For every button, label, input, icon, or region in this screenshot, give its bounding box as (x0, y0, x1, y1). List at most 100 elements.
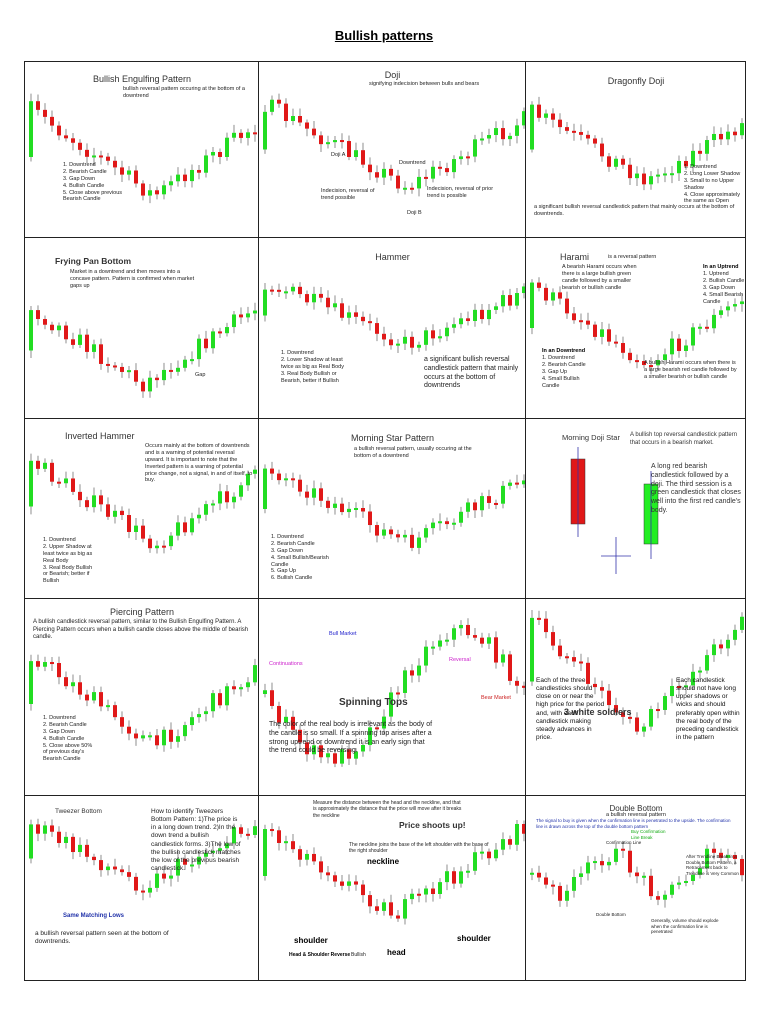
candle (389, 692, 393, 717)
pattern-note: The neckline joins the base of the left … (349, 842, 489, 855)
candle (431, 646, 435, 649)
candle (211, 152, 215, 156)
candle (452, 628, 456, 640)
candle (190, 717, 194, 726)
pattern-chart (263, 819, 525, 925)
list-item: 5. Close above 50% of previous day's Bea… (43, 742, 93, 763)
list-item: 6. Bullish Candle (271, 575, 313, 582)
candle (501, 295, 505, 307)
candle (522, 480, 525, 485)
candle (253, 310, 257, 314)
candle (183, 858, 187, 865)
candle (270, 468, 274, 474)
candle (473, 139, 477, 157)
candle (522, 823, 525, 834)
pattern-cell: Piercing Pattern A bullish candlestick re… (24, 598, 259, 796)
candle (85, 500, 89, 508)
candle (106, 866, 110, 871)
candle (319, 861, 323, 873)
pattern-cell: Morning Doji Star A bullish top reversal … (525, 418, 746, 599)
candle (712, 133, 716, 141)
candle (270, 99, 274, 112)
candle (691, 150, 695, 167)
candle (544, 113, 548, 118)
candle (347, 508, 351, 513)
candle (43, 319, 47, 325)
candle (340, 503, 344, 513)
candle (71, 682, 75, 687)
candle (99, 344, 103, 364)
candle (148, 377, 152, 392)
pattern-note: bullish reversal pattern occuring at the… (123, 86, 245, 99)
candle (225, 686, 229, 706)
pattern-chart (570, 447, 659, 574)
candle (607, 690, 611, 706)
candle (85, 694, 89, 701)
list-item: 2. Bearish Candle (63, 168, 107, 175)
candle (459, 511, 463, 523)
candle (530, 104, 534, 150)
list-item: 3. Gap Down (43, 728, 76, 735)
list-item: 3. Small to no Upper Shadow (684, 177, 735, 191)
candle (515, 482, 519, 485)
candle (312, 488, 316, 498)
candle (232, 827, 236, 844)
candle (270, 690, 274, 706)
candle (593, 683, 597, 688)
candle (635, 173, 639, 179)
pattern-title: Doji (384, 70, 401, 80)
candle (551, 292, 555, 301)
pattern-title: 3 white soldiers (564, 707, 632, 717)
candle (134, 370, 138, 382)
candle (382, 716, 386, 729)
candle (270, 829, 274, 832)
candle (593, 861, 597, 864)
candle (410, 893, 414, 900)
candle (106, 705, 110, 708)
candle (197, 514, 201, 519)
candle (197, 714, 201, 718)
candle (494, 306, 498, 310)
candle (656, 174, 660, 177)
pattern-note: Confirmation Line (606, 840, 642, 845)
candle (169, 535, 173, 547)
candle (183, 359, 187, 368)
candle (452, 871, 456, 884)
candle (368, 321, 372, 324)
candle (677, 882, 681, 885)
candle (494, 502, 498, 505)
candle (239, 827, 243, 834)
candle (508, 654, 512, 681)
candle (403, 534, 407, 538)
candle (600, 687, 604, 691)
candle (537, 104, 541, 118)
candle (43, 662, 47, 667)
candle (403, 187, 407, 190)
candle (141, 381, 145, 392)
candle (656, 360, 660, 366)
candle (389, 529, 393, 535)
candle (155, 873, 159, 888)
candle (466, 870, 470, 873)
candle (586, 134, 590, 139)
candle (361, 316, 365, 322)
candle (113, 365, 117, 368)
candle (127, 726, 131, 734)
candle (586, 862, 590, 874)
pattern-list: 1. Downtrend 2. Bearish Candle 3. Gap Down… (63, 162, 135, 203)
candle (544, 618, 548, 633)
candle (635, 717, 639, 732)
candle (162, 545, 166, 548)
candle (487, 851, 491, 859)
candle (291, 716, 295, 730)
list-item: 1. Downtrend (43, 537, 76, 543)
pattern-chart (530, 840, 744, 908)
candle (740, 616, 744, 630)
pattern-title: Hammer (375, 252, 410, 262)
candle (211, 503, 215, 506)
candle (417, 537, 421, 548)
list-item: 4. Small Bullish Candle (542, 375, 580, 389)
candle (127, 170, 131, 175)
candle (621, 343, 625, 353)
